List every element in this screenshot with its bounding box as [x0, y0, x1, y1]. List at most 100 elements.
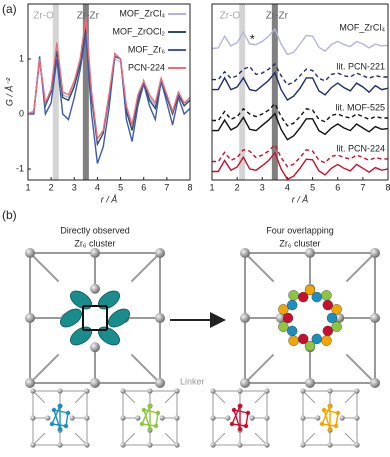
node [237, 388, 243, 394]
node [155, 248, 165, 258]
cluster-edge [53, 409, 61, 430]
node [25, 378, 35, 388]
node [135, 415, 141, 421]
zr-site [57, 403, 63, 409]
x-tick-label: 5 [310, 182, 315, 192]
node [30, 415, 36, 421]
zr-site [311, 291, 322, 303]
zr-site [311, 333, 322, 345]
node [300, 442, 306, 448]
zr-site [331, 304, 342, 315]
zr-site [65, 410, 71, 416]
zr-site [335, 410, 341, 416]
linker [32, 390, 46, 404]
cluster-variant [210, 388, 270, 448]
x-tick-label: 4 [285, 182, 290, 192]
linker [29, 353, 60, 384]
linker [74, 432, 88, 446]
node [225, 415, 231, 421]
zr-site [57, 426, 63, 432]
node [174, 442, 180, 448]
zr-site [237, 426, 243, 432]
node [240, 313, 250, 323]
x-tick-label: 1 [25, 182, 30, 192]
zr-site [326, 312, 338, 324]
y-axis-label: G / Å⁻² [4, 77, 14, 106]
node [334, 313, 345, 323]
data-line [212, 143, 388, 168]
zr-site [278, 321, 289, 332]
node [147, 388, 153, 394]
y-tick-label: -1 [16, 163, 24, 173]
node [84, 415, 90, 421]
cluster-overlap [240, 248, 380, 388]
cluster-variant [300, 388, 360, 448]
linker [344, 432, 358, 446]
node [305, 378, 315, 388]
linker [164, 432, 178, 446]
node [155, 378, 165, 388]
highlight-label: Zr-Zr [77, 11, 100, 22]
node [120, 415, 126, 421]
node [249, 415, 255, 421]
node [25, 248, 35, 258]
node [354, 388, 360, 394]
zr-site [153, 423, 159, 429]
data-line [212, 71, 389, 101]
zr-site [327, 426, 333, 432]
diagram-title: Four overlapping [266, 225, 334, 235]
x-tick-label: 8 [187, 182, 192, 192]
node [354, 415, 360, 421]
linker [244, 353, 275, 384]
legend-label: MOF_Zr₆ [128, 44, 165, 54]
highlight-label: Zr-Zr [266, 11, 289, 22]
zr-site [147, 426, 153, 432]
zr-site [107, 308, 131, 328]
data-line [211, 27, 389, 56]
node [69, 415, 75, 421]
x-tick-label: 1 [209, 182, 214, 192]
data-line [212, 62, 388, 86]
cluster-variant [120, 388, 180, 448]
node [210, 442, 216, 448]
plot-frame [27, 3, 191, 181]
zr-site [231, 407, 237, 413]
node [90, 248, 100, 258]
zr-site [288, 335, 299, 346]
node [30, 388, 36, 394]
zr-site [278, 304, 289, 315]
data-line [212, 151, 389, 181]
zr-site [155, 410, 161, 416]
x-axis-label: r / Å [101, 194, 118, 204]
linker [212, 432, 226, 446]
zr-site [59, 308, 83, 328]
x-tick-label: 3 [260, 182, 265, 192]
diagram-title: Zr₆ cluster [74, 238, 115, 248]
node [30, 442, 36, 448]
zr-site [322, 299, 333, 311]
zr-site [237, 403, 243, 409]
data-line [212, 102, 388, 127]
zr-site [331, 321, 342, 332]
node [155, 313, 165, 323]
node [237, 442, 243, 448]
node [240, 248, 250, 258]
linker [244, 252, 275, 283]
node [120, 442, 126, 448]
cluster-edge [143, 409, 151, 430]
zr-site [287, 299, 298, 311]
zr-site [327, 403, 333, 409]
linker-label: Linker [180, 376, 205, 386]
zr-site [243, 423, 249, 429]
node [354, 442, 360, 448]
cluster-edge [53, 409, 69, 414]
zr-site [288, 290, 299, 301]
node [210, 388, 216, 394]
node [300, 388, 306, 394]
node [210, 415, 216, 421]
node [90, 378, 100, 388]
zr-site [304, 340, 316, 352]
x-tick-label: 4 [95, 182, 100, 192]
node [264, 415, 270, 421]
